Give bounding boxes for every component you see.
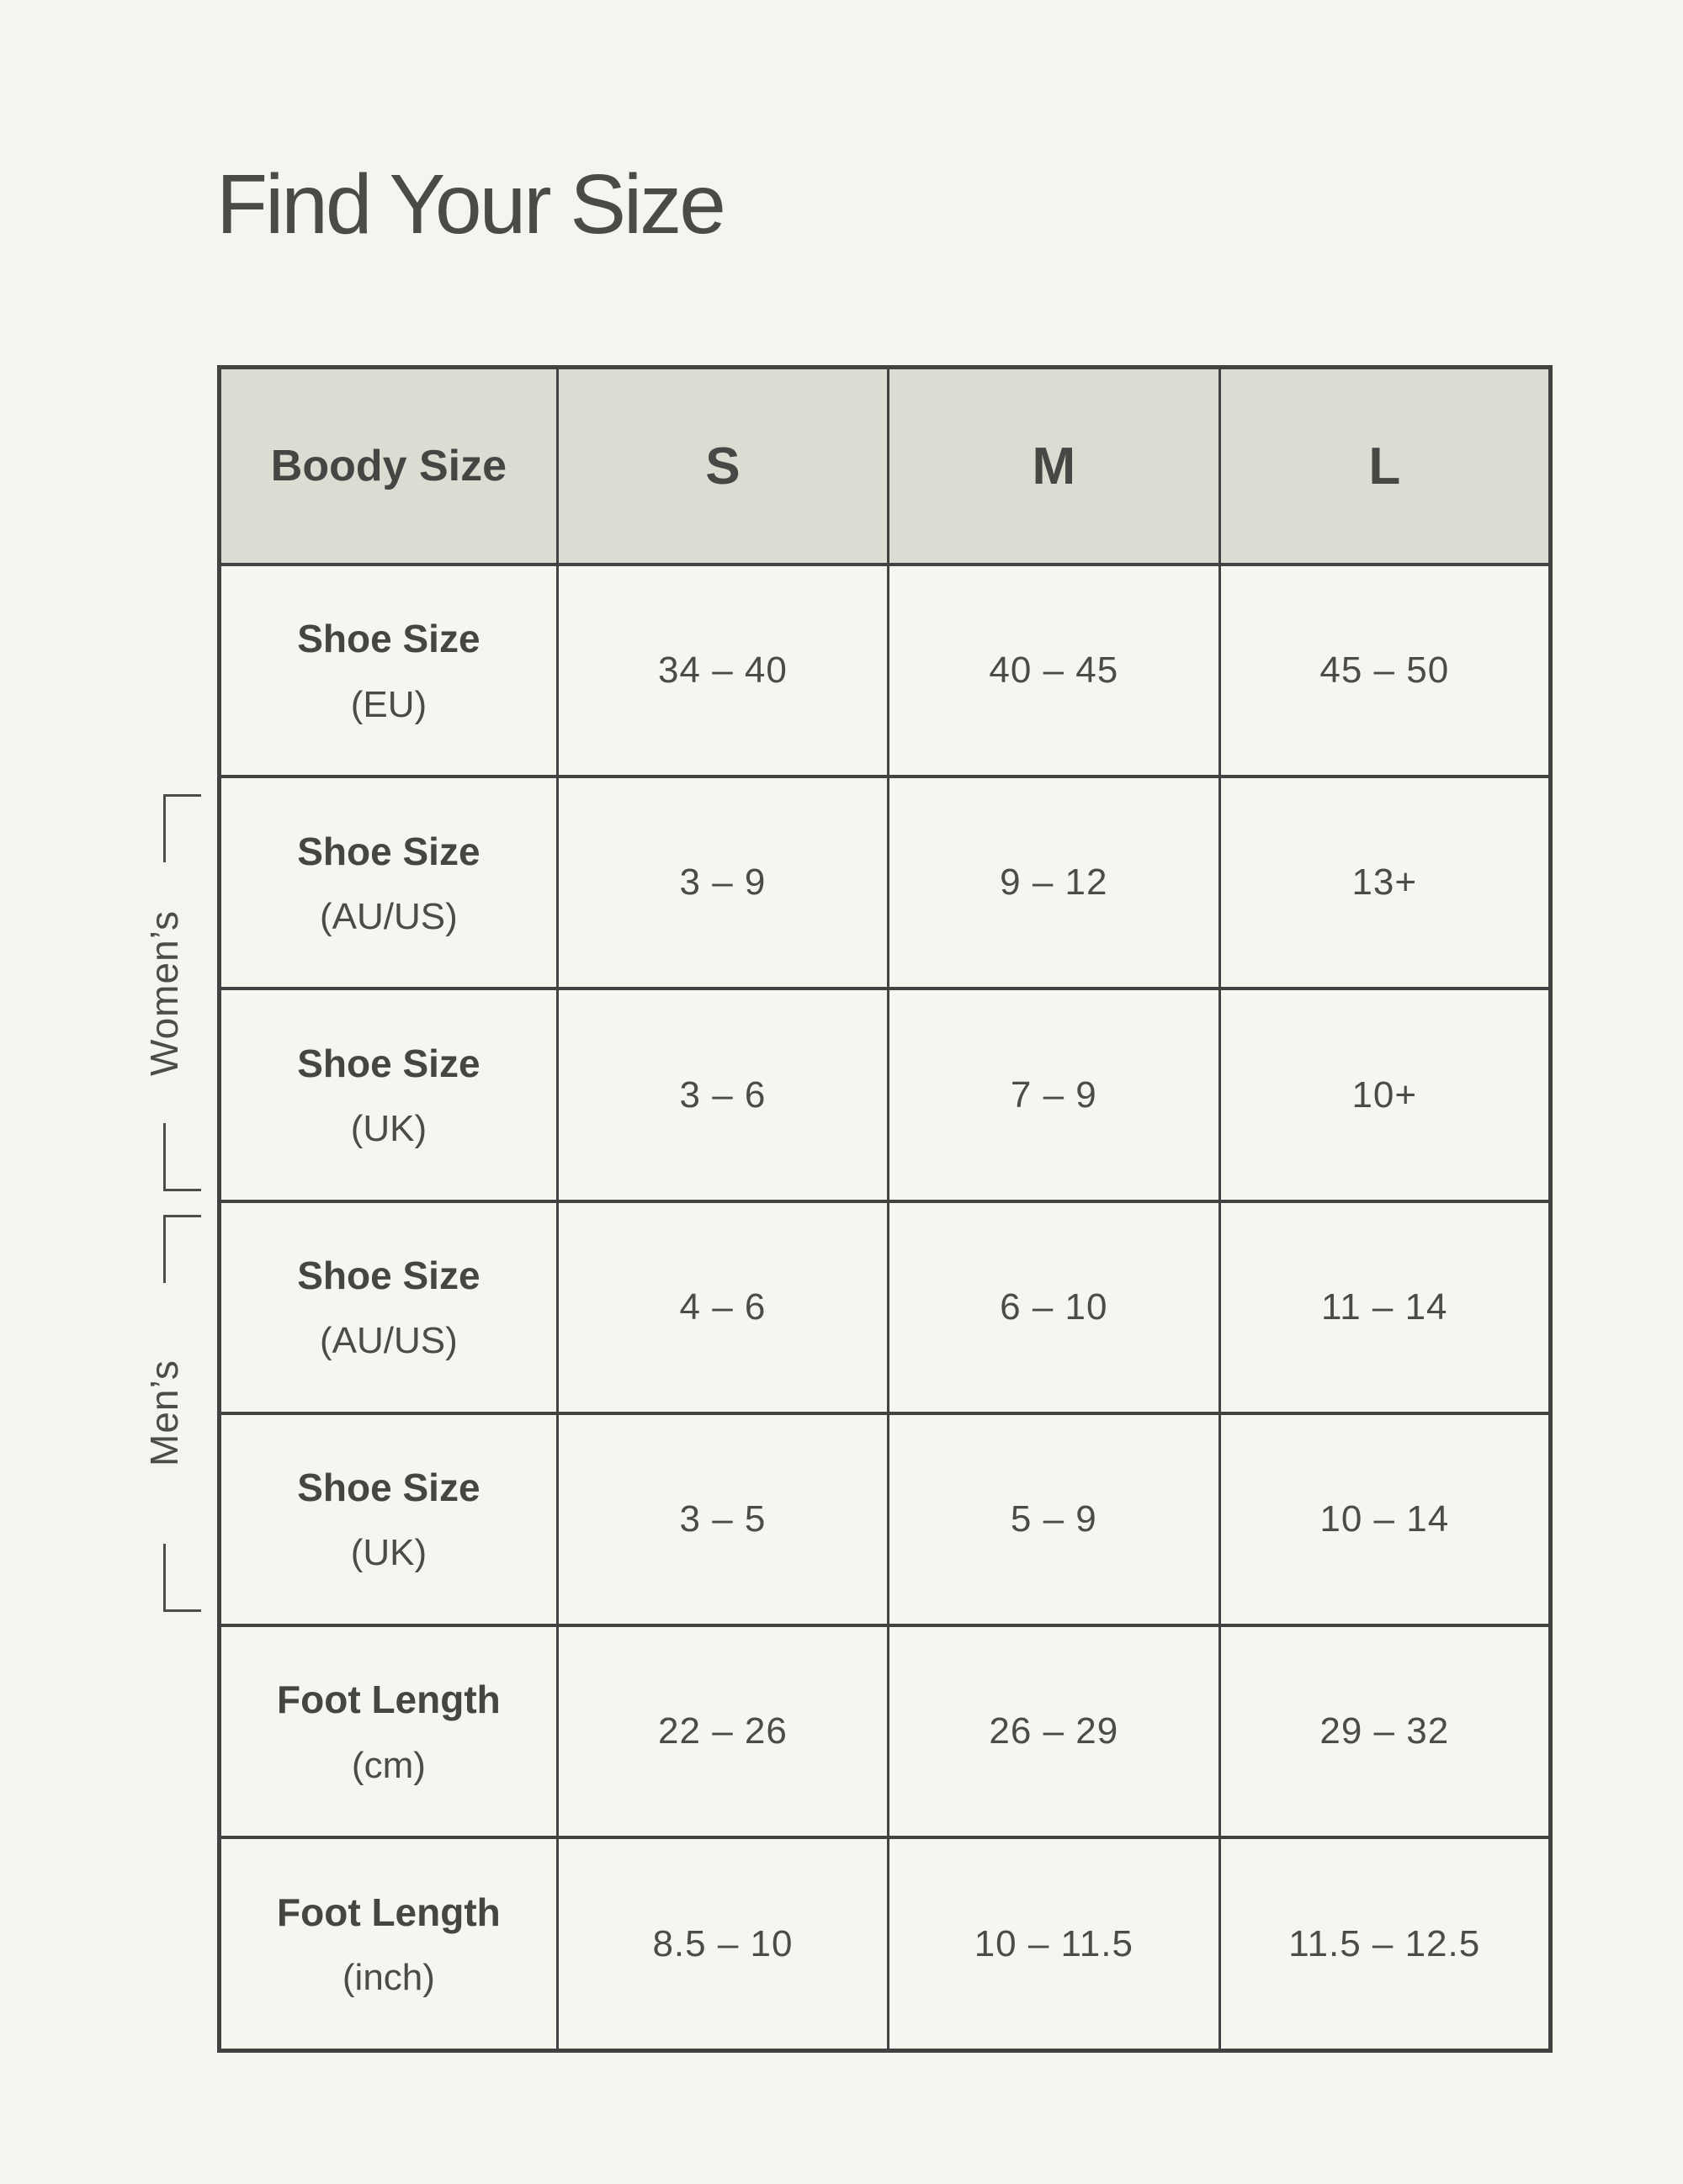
value-cell: 26 – 29 (887, 1624, 1221, 1840)
value-cell: 4 – 6 (555, 1199, 890, 1415)
value-cell: 5 – 9 (887, 1411, 1221, 1628)
value-cell: 3 – 5 (555, 1411, 890, 1628)
value-cell: 13+ (1218, 775, 1553, 991)
mens-group-bracket: Men’s (142, 1215, 201, 1612)
header-boody-size: Boody Size (218, 365, 559, 566)
value-cell: 22 – 26 (555, 1624, 890, 1840)
size-chart-table: Boody Size S M L Shoe Size (EU) 34 – 40 … (217, 365, 1553, 2053)
value-cell: 40 – 45 (887, 562, 1221, 779)
row-sublabel: (AU/US) (320, 895, 458, 937)
row-sublabel: (UK) (350, 1107, 427, 1149)
row-label: Foot Length (277, 1678, 501, 1722)
womens-group-label: Women’s (142, 862, 186, 1123)
value-cell: 8.5 – 10 (555, 1836, 890, 2053)
table-row-mens-shoe-size-auus: Shoe Size (AU/US) 4 – 6 6 – 10 11 – 14 (218, 1199, 1553, 1415)
row-sublabel: (cm) (351, 1744, 426, 1786)
row-label: Shoe Size (297, 1041, 480, 1085)
page-title: Find Your Size (216, 157, 726, 252)
value-cell: 7 – 9 (887, 987, 1221, 1203)
value-cell: 34 – 40 (555, 562, 890, 779)
row-sublabel: (UK) (350, 1532, 427, 1574)
row-sublabel: (inch) (342, 1957, 435, 1999)
row-header: Shoe Size (EU) (218, 562, 559, 779)
table-row-foot-length-inch: Foot Length (inch) 8.5 – 10 10 – 11.5 11… (218, 1836, 1553, 2053)
value-cell: 9 – 12 (887, 775, 1221, 991)
mens-group-label: Men’s (142, 1283, 186, 1544)
value-cell: 3 – 9 (555, 775, 890, 991)
table-header-row: Boody Size S M L (218, 365, 1553, 566)
value-cell: 3 – 6 (555, 987, 890, 1203)
row-header: Shoe Size (AU/US) (218, 775, 559, 991)
value-cell: 10+ (1218, 987, 1553, 1203)
row-sublabel: (AU/US) (320, 1320, 458, 1362)
row-label: Foot Length (277, 1890, 501, 1934)
table-row-womens-shoe-size-auus: Shoe Size (AU/US) 3 – 9 9 – 12 13+ (218, 775, 1553, 991)
row-label: Shoe Size (297, 1466, 480, 1510)
row-label: Shoe Size (297, 617, 480, 661)
table-row-foot-length-cm: Foot Length (cm) 22 – 26 26 – 29 29 – 32 (218, 1624, 1553, 1840)
value-cell: 10 – 14 (1218, 1411, 1553, 1628)
value-cell: 6 – 10 (887, 1199, 1221, 1415)
header-size-s: S (555, 365, 890, 566)
row-label: Shoe Size (297, 1253, 480, 1297)
row-header: Shoe Size (AU/US) (218, 1199, 559, 1415)
table-row-shoe-size-eu: Shoe Size (EU) 34 – 40 40 – 45 45 – 50 (218, 562, 1553, 779)
row-header: Foot Length (cm) (218, 1624, 559, 1840)
row-header: Foot Length (inch) (218, 1836, 559, 2053)
header-size-l: L (1218, 365, 1553, 566)
row-label: Shoe Size (297, 829, 480, 873)
table-row-womens-shoe-size-uk: Shoe Size (UK) 3 – 6 7 – 9 10+ (218, 987, 1553, 1203)
row-sublabel: (EU) (350, 683, 427, 725)
womens-group-bracket: Women’s (142, 794, 201, 1191)
value-cell: 11.5 – 12.5 (1218, 1836, 1553, 2053)
value-cell: 29 – 32 (1218, 1624, 1553, 1840)
value-cell: 10 – 11.5 (887, 1836, 1221, 2053)
value-cell: 45 – 50 (1218, 562, 1553, 779)
table-row-mens-shoe-size-uk: Shoe Size (UK) 3 – 5 5 – 9 10 – 14 (218, 1411, 1553, 1628)
row-header: Shoe Size (UK) (218, 987, 559, 1203)
header-size-m: M (887, 365, 1221, 566)
value-cell: 11 – 14 (1218, 1199, 1553, 1415)
row-header: Shoe Size (UK) (218, 1411, 559, 1628)
